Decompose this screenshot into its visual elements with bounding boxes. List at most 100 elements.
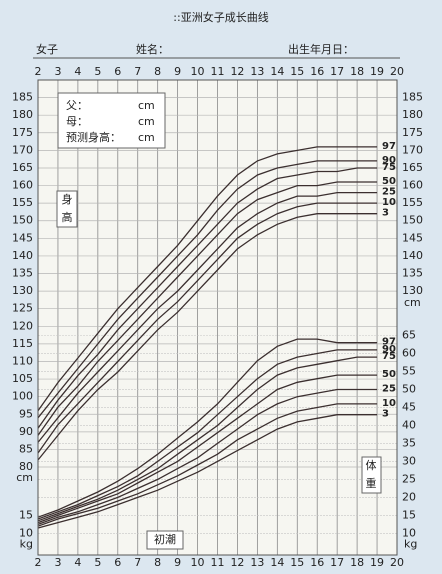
- x-tick-label: 17: [330, 556, 344, 569]
- percentile-curve: [37, 374, 378, 524]
- height-label-box: [56, 190, 78, 228]
- menarche-box: [146, 530, 184, 550]
- percentile-curve: [37, 167, 378, 429]
- y-tick-label: 170: [12, 143, 33, 156]
- x-tick-label: 2: [35, 556, 42, 569]
- weight-label: 重: [366, 476, 377, 490]
- father-label: 父：: [66, 99, 88, 112]
- x-tick-label: 7: [134, 556, 141, 569]
- x-tick-label: 5: [94, 556, 101, 569]
- percentile-curve: [37, 338, 378, 518]
- series-label: 75: [382, 162, 396, 173]
- predicted-label: 预测身高：: [66, 130, 121, 144]
- x-tick-label: 19: [370, 556, 384, 569]
- info-box: [57, 92, 166, 149]
- y-tick-label: 130: [402, 284, 423, 297]
- y-tick-label: 80: [19, 460, 33, 473]
- y2-unit: kg: [404, 537, 417, 550]
- y-tick-label: 150: [12, 214, 33, 227]
- y2-tick-label: 35: [402, 436, 416, 449]
- series-label: 25: [382, 187, 396, 198]
- unit: cm: [138, 131, 155, 144]
- y-tick-label: 170: [402, 143, 423, 156]
- x-tick-label: 7: [134, 65, 141, 78]
- x-tick-label: 13: [250, 556, 264, 569]
- y-tick-label: 120: [12, 319, 33, 332]
- percentile-curve: [37, 202, 378, 454]
- percentile-curve: [37, 181, 378, 436]
- x-tick-label: 3: [54, 556, 61, 569]
- height-label: 高: [62, 210, 73, 224]
- y-unit: cm: [16, 471, 33, 484]
- y-tick-label: 185: [402, 91, 423, 104]
- y-tick-label: 100: [12, 390, 33, 403]
- percentile-curve: [37, 388, 378, 526]
- unit: cm: [138, 115, 155, 128]
- mother-label: 母：: [66, 115, 88, 128]
- y-tick-label: 175: [12, 126, 33, 139]
- y-tick-label: 165: [12, 161, 33, 174]
- y-tick-label: 135: [402, 267, 423, 280]
- series-label: 3: [382, 208, 389, 219]
- x-tick-label: 3: [54, 65, 61, 78]
- y2-unit: kg: [20, 537, 33, 550]
- x-tick-label: 14: [270, 556, 284, 569]
- y-tick-label: 180: [12, 108, 33, 121]
- x-tick-label: 8: [154, 65, 161, 78]
- x-tick-label: 13: [250, 65, 264, 78]
- series-label: 50: [382, 176, 396, 187]
- x-tick-label: 20: [390, 65, 404, 78]
- y-tick-label: 180: [402, 108, 423, 121]
- y-tick-label: 140: [12, 249, 33, 262]
- y2-tick-label: 55: [402, 364, 416, 377]
- header-name: 姓名：: [136, 42, 169, 56]
- series-label: 10: [382, 398, 396, 409]
- y-tick-label: 130: [12, 284, 33, 297]
- y2-tick-label: 15: [402, 508, 416, 521]
- header-birth: 出生年月日：: [288, 42, 354, 56]
- y-tick-label: 155: [402, 196, 423, 209]
- x-tick-label: 10: [191, 65, 205, 78]
- y-tick-label: 155: [12, 196, 33, 209]
- x-tick-label: 2: [35, 65, 42, 78]
- series-label: 50: [382, 369, 396, 380]
- percentile-curve: [37, 213, 378, 461]
- y2-tick-label: 10: [19, 526, 33, 539]
- series-label: 25: [382, 383, 396, 394]
- series-label: 10: [382, 197, 396, 208]
- series-label: 97: [382, 141, 396, 152]
- x-tick-label: 5: [94, 65, 101, 78]
- y2-tick-label: 60: [402, 346, 416, 359]
- y-tick-label: 175: [402, 126, 423, 139]
- height-label: 身: [62, 192, 73, 206]
- y2-tick-label: 20: [402, 490, 416, 503]
- x-tick-label: 9: [174, 65, 181, 78]
- x-tick-label: 10: [191, 556, 205, 569]
- y-tick-label: 150: [402, 214, 423, 227]
- y-tick-label: 95: [19, 407, 33, 420]
- percentile-curve: [37, 191, 378, 443]
- x-tick-label: 9: [174, 556, 181, 569]
- series-label: 90: [382, 155, 396, 166]
- y-tick-label: 110: [12, 354, 33, 367]
- x-tick-label: 6: [114, 65, 121, 78]
- x-tick-label: 14: [270, 65, 284, 78]
- x-tick-label: 20: [390, 556, 404, 569]
- y2-tick-label: 25: [402, 472, 416, 485]
- unit: cm: [138, 99, 155, 112]
- y-tick-label: 160: [12, 179, 33, 192]
- x-tick-label: 8: [154, 556, 161, 569]
- y-tick-label: 135: [12, 267, 33, 280]
- x-tick-label: 19: [370, 65, 384, 78]
- percentile-curve: [37, 414, 378, 529]
- series-label: 3: [382, 409, 389, 420]
- y-tick-label: 185: [12, 91, 33, 104]
- x-tick-label: 4: [74, 556, 81, 569]
- y-tick-label: 125: [12, 302, 33, 315]
- header-sex: 女子: [36, 42, 58, 56]
- series-label: 75: [382, 351, 396, 362]
- x-tick-label: 18: [350, 65, 364, 78]
- y2-tick-label: 40: [402, 418, 416, 431]
- x-tick-label: 12: [230, 556, 244, 569]
